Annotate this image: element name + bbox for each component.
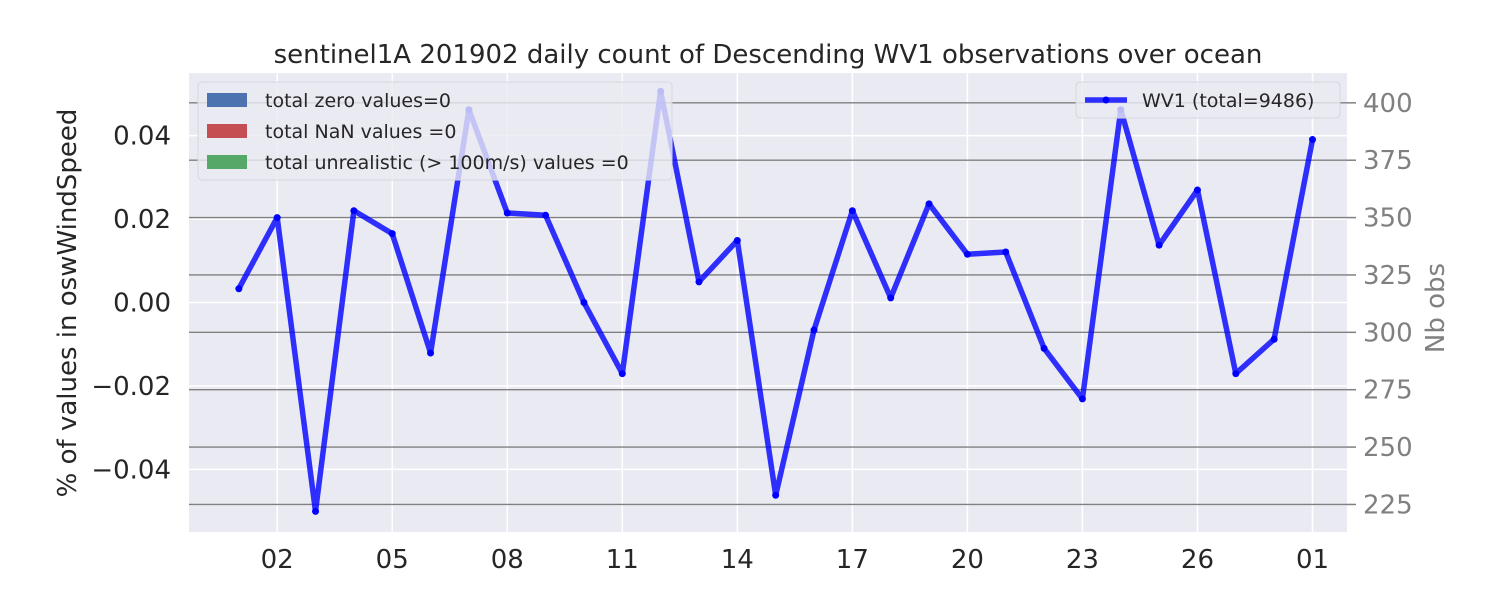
legend-swatch [207, 155, 247, 169]
x-tick-label: 23 [1066, 545, 1099, 575]
data-point [312, 507, 320, 515]
data-point [580, 299, 588, 306]
x-tick-label: 17 [836, 545, 869, 575]
legend-left-frame [197, 81, 673, 181]
y-axis-label-left: % of values in oswWindSpeed [53, 109, 83, 498]
data-point [273, 214, 281, 222]
x-axis: 02 05 08 11 14 17 20 23 26 01 [261, 545, 1329, 575]
y-tick-label-right: 275 [1363, 376, 1413, 406]
data-point [695, 278, 703, 286]
data-point [925, 200, 933, 208]
x-tick-label: 05 [376, 545, 409, 575]
x-tick-label: 01 [1296, 545, 1329, 575]
data-point [1078, 395, 1086, 403]
data-point [733, 237, 741, 245]
legend-swatch [207, 124, 247, 138]
y-tick-label-right: 325 [1363, 261, 1413, 291]
legend-label: total zero values=0 [265, 90, 451, 112]
y-axis-label-right: Nb obs [1421, 263, 1451, 353]
data-point [1040, 344, 1048, 352]
y-tick-label-right: 225 [1363, 490, 1413, 520]
data-point [618, 370, 626, 378]
data-point [963, 250, 971, 258]
data-point [1232, 370, 1240, 378]
y-tick-label-left: 0.00 [113, 289, 171, 319]
legend-left: total zero values=0 total NaN values =0 to… [197, 81, 673, 181]
x-tick-label: 20 [951, 545, 984, 575]
data-point [1308, 136, 1316, 144]
chart-title: sentinel1A 201902 daily count of Descend… [274, 40, 1263, 70]
x-tick-label: 14 [721, 545, 754, 575]
data-point [1002, 248, 1010, 256]
data-point [427, 349, 435, 357]
data-point [887, 294, 895, 302]
y-tick-label-right: 400 [1363, 89, 1413, 119]
data-point [1270, 335, 1278, 343]
y-tick-label-right: 250 [1363, 433, 1413, 463]
y-tick-label-right: 300 [1363, 318, 1413, 348]
data-point [350, 207, 358, 215]
y-tick-label-left: −0.04 [91, 455, 171, 485]
data-point [1193, 186, 1201, 194]
x-tick-label: 11 [606, 545, 639, 575]
x-tick-label: 08 [491, 545, 524, 575]
y-tick-label-left: −0.02 [91, 372, 171, 402]
data-point [810, 326, 818, 334]
data-point [772, 491, 780, 499]
left-axis: 0.04 0.02 0.00 −0.02 −0.04 [91, 122, 171, 486]
data-point [542, 211, 550, 219]
legend-right: WV1 (total=9486) [1075, 81, 1341, 119]
y-tick-label-right: 375 [1363, 146, 1413, 176]
data-point [235, 285, 243, 293]
legend-label: total unrealistic (> 100m/s) values =0 [265, 152, 629, 174]
data-point [388, 230, 396, 238]
data-point [848, 207, 856, 215]
legend-right-frame [1075, 81, 1341, 119]
legend-label: total NaN values =0 [265, 121, 456, 143]
right-axis: 400 375 350 325 300 275 250 225 [1347, 89, 1413, 520]
y-tick-label-left: 0.04 [113, 122, 171, 152]
legend-label: WV1 (total=9486) [1142, 90, 1314, 112]
y-tick-label-left: 0.02 [113, 205, 171, 235]
legend-marker [1102, 96, 1110, 104]
data-point [503, 209, 511, 217]
x-tick-label: 02 [261, 545, 294, 575]
data-point [1155, 241, 1163, 249]
legend-swatch [207, 93, 247, 107]
x-tick-label: 26 [1181, 545, 1214, 575]
y-tick-label-right: 350 [1363, 204, 1413, 234]
